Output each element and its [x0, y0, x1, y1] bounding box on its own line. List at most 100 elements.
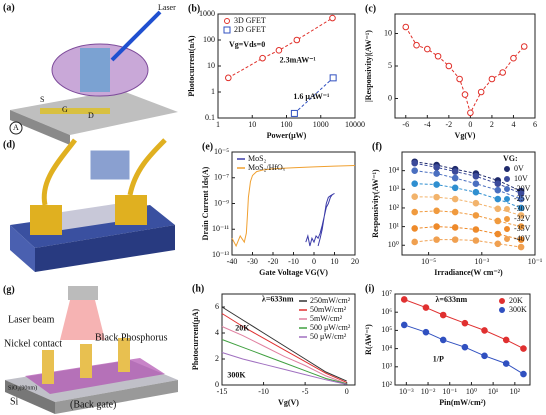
- contact: [118, 338, 130, 372]
- marker: [422, 304, 430, 311]
- x-tick-label: 4: [511, 120, 515, 129]
- marker: [481, 327, 488, 334]
- x-axis-label: Vg(V): [278, 398, 299, 407]
- legend-label: 10V: [514, 174, 528, 183]
- y-tick-label: 10⁻¹¹: [212, 224, 230, 233]
- marker: [494, 195, 502, 203]
- x-axis-label: Pin(mW/cm²): [439, 398, 486, 407]
- panel-letter: (i): [365, 283, 374, 294]
- y-tick-label: 10⁻⁵: [214, 147, 229, 156]
- y-tick-label: 10⁵: [381, 325, 392, 334]
- x-tick-label: 10⁰: [466, 387, 477, 396]
- marker: [433, 236, 440, 243]
- marker: [456, 75, 463, 83]
- x-tick-label: -5: [302, 387, 309, 396]
- marker: [502, 336, 510, 344]
- label: A: [13, 123, 19, 132]
- y-tick-label: 10²: [389, 203, 400, 212]
- marker: [494, 230, 502, 238]
- label: S: [40, 95, 44, 104]
- marker: [467, 109, 474, 117]
- label: Laser beam: [8, 314, 55, 325]
- marker: [517, 195, 525, 203]
- y-tick-label: 10⁴: [381, 343, 392, 352]
- ammeter: [9, 121, 23, 135]
- marker: [517, 212, 525, 219]
- marker: [439, 311, 447, 319]
- marker: [451, 236, 459, 243]
- panel-letter: (f): [372, 141, 382, 152]
- label: Nickel contact: [4, 338, 62, 349]
- y-tick-label: 10⁶: [381, 307, 392, 316]
- series-line: [414, 170, 522, 200]
- graphene-band: [80, 48, 110, 92]
- marker: [520, 43, 528, 50]
- x-tick-label: 6: [533, 120, 537, 129]
- legend-label: 3D GFET: [234, 16, 266, 25]
- x-tick-label: -30: [247, 257, 258, 266]
- laser-cone: [60, 300, 105, 340]
- marker: [488, 75, 496, 83]
- x-tick-label: -15: [217, 387, 228, 396]
- x-tick-label: 0: [468, 120, 472, 129]
- y-tick-label: 5: [388, 61, 392, 70]
- marker: [451, 174, 459, 182]
- x-tick-label: -10: [258, 387, 269, 396]
- panel-letter: (d): [3, 139, 15, 150]
- x-tick-label: -20: [268, 257, 279, 266]
- legend-marker: [504, 226, 510, 232]
- contact: [80, 344, 92, 378]
- legend-marker: [504, 206, 510, 212]
- electrode: [30, 205, 62, 235]
- x-tick-label: 10⁻¹: [442, 387, 457, 396]
- marker: [433, 181, 440, 188]
- marker: [451, 208, 459, 216]
- electrode: [40, 108, 110, 114]
- marker: [520, 370, 527, 378]
- laser-head: [68, 286, 98, 300]
- y-tick-label: 10⁻⁷: [214, 173, 229, 182]
- plot-frame: [394, 293, 531, 386]
- y-axis-label: Responsivity(AW⁻¹): [371, 169, 380, 238]
- substrate-side: [10, 110, 70, 145]
- legend-marker: [504, 186, 510, 192]
- label: G: [62, 105, 68, 114]
- marker: [433, 193, 440, 201]
- x-axis-label: Irradiance(W cm⁻²): [434, 268, 503, 277]
- y-tick-label: 10¹: [389, 221, 400, 230]
- x-tick-label: 10²: [510, 387, 521, 396]
- x-tick-label: 10000: [345, 120, 365, 129]
- marker: [411, 180, 418, 187]
- marker: [494, 186, 502, 194]
- marker: [434, 52, 442, 60]
- probe: [41, 138, 77, 206]
- plot-frame: [401, 151, 536, 256]
- legend-label: 250mW/cm²: [310, 296, 351, 305]
- substrate-side: [35, 225, 175, 272]
- legend-label: -25V: [514, 194, 531, 203]
- legend-marker: [504, 166, 510, 172]
- marker: [481, 352, 488, 360]
- marker: [472, 172, 480, 180]
- marker: [451, 168, 459, 175]
- marker: [259, 54, 266, 62]
- marker: [422, 328, 430, 336]
- legend-marker: [504, 236, 510, 242]
- laser-beam: [110, 10, 162, 62]
- legend-label: -30V: [514, 204, 531, 213]
- legend-label: -40V: [514, 234, 531, 243]
- annotation: 20K: [235, 323, 250, 332]
- series-line: [414, 183, 522, 209]
- marker: [439, 336, 447, 344]
- legend-label: 300K: [509, 305, 527, 314]
- marker: [411, 238, 418, 246]
- series-line: [414, 161, 522, 192]
- x-tick-label: 10⁻²: [421, 387, 436, 396]
- marker: [461, 319, 469, 327]
- panel-letter: (g): [3, 284, 15, 295]
- x-tick-label: 10: [331, 257, 339, 266]
- series-line: [221, 339, 347, 385]
- marker: [225, 74, 232, 82]
- marker: [517, 236, 525, 243]
